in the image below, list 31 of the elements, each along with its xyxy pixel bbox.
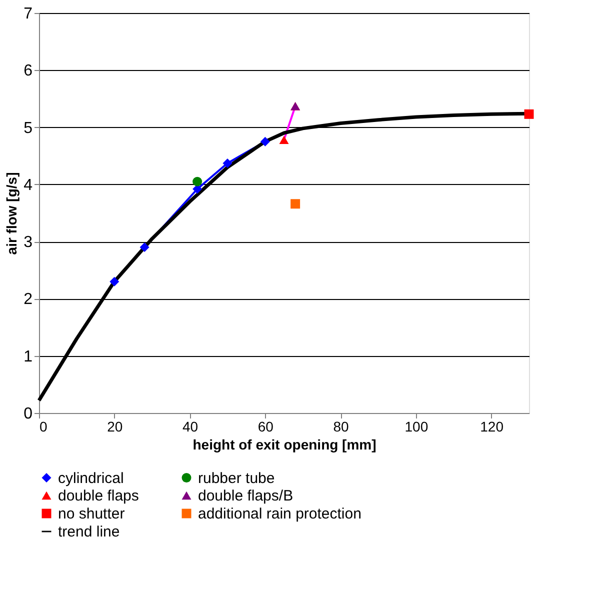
legend-label: no shutter (58, 506, 125, 522)
point (140, 242, 150, 252)
legend-label: cylindrical (58, 470, 124, 487)
point (290, 199, 300, 209)
point (110, 276, 120, 286)
y-tick-label: 7 (24, 6, 33, 22)
y-tick-label: 6 (24, 62, 33, 80)
point (192, 176, 202, 186)
legend-label: rubber tube (198, 470, 275, 487)
y-tick-label: 1 (24, 348, 33, 366)
point (524, 109, 534, 119)
y-tick-label: 2 (24, 291, 33, 308)
x-axis-title: height of exit opening [mm] (192, 436, 376, 452)
y-tick-label: 0 (24, 406, 33, 422)
point (260, 136, 270, 146)
y-axis-title: air flow [g/s] (4, 172, 20, 255)
legend-label: additional rain protection (198, 506, 362, 522)
point (222, 158, 232, 168)
x-tick-label: 0 (40, 418, 48, 434)
x-tick-label: 40 (182, 418, 198, 434)
x-tick-label: 120 (480, 418, 504, 434)
x-tick-label: 80 (333, 418, 350, 434)
x-tick-label: 100 (404, 418, 428, 434)
legend-label: double flaps (58, 488, 139, 504)
x-tick-label: 60 (258, 418, 274, 434)
x-tick-label: 20 (107, 418, 123, 434)
y-tick-label: 5 (24, 120, 33, 137)
legend-label: trend line (58, 524, 120, 540)
y-tick-label: 3 (24, 234, 33, 252)
y-tick-label: 4 (24, 176, 33, 194)
legend-label: double flaps/B (198, 488, 294, 504)
